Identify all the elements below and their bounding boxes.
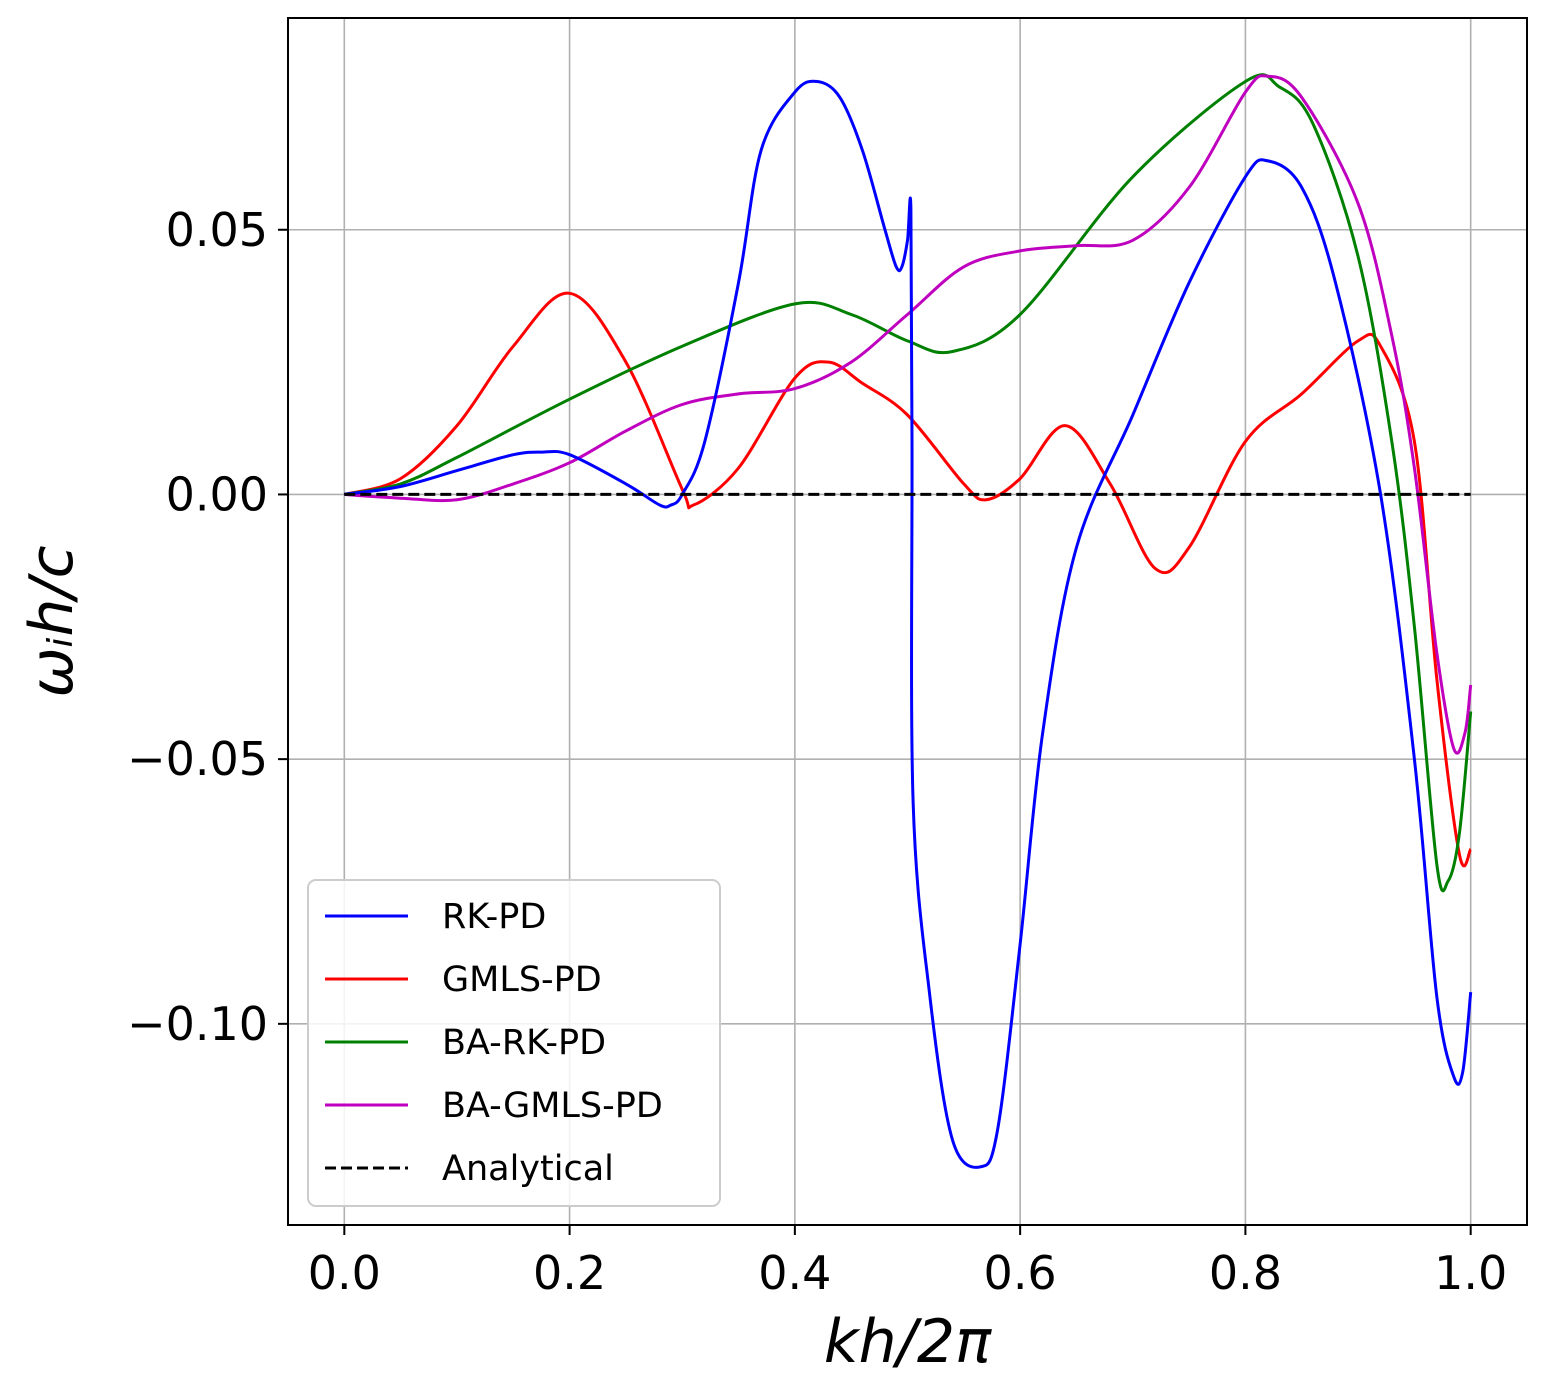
y-tick-label-0: 0.05 [166,203,268,257]
series-line-ba-rk-pd [344,73,1473,893]
x-tick-label-5: 1.0 [1434,1246,1507,1300]
legend-label-2: BA-RK-PD [442,1023,606,1063]
y-axis-label: ωᵢh/c [17,545,87,697]
y-tick-label-2: −0.05 [127,732,268,786]
legend-label-4: Analytical [442,1149,614,1189]
plot-frame [287,17,1528,1226]
legend: RK-PD GMLS-PD BA-RK-PD BA-GMLS-PD Analytical [307,879,721,1207]
legend-box [307,879,721,1207]
x-tick-label-1: 0.2 [533,1246,606,1300]
series-line-ba-gmls-pd [344,74,1473,755]
x-tick-label-0: 0.0 [308,1246,381,1300]
y-tick-label-3: −0.10 [127,997,268,1051]
legend-label-0: RK-PD [442,897,546,937]
x-axis-label: kh/2π [824,1307,992,1377]
series-line-rk-pd [344,79,1473,1169]
series-line-gmls-pd [343,291,1473,868]
x-tick-label-3: 0.6 [984,1246,1057,1300]
x-axis-ticks: 0.0 0.2 0.4 0.6 0.8 1.0 [308,1225,1507,1300]
series-group [343,73,1473,1169]
legend-label-1: GMLS-PD [442,960,602,1000]
y-tick-label-1: 0.00 [166,467,268,521]
x-tick-label-4: 0.8 [1209,1246,1282,1300]
x-tick-label-2: 0.4 [758,1246,831,1300]
legend-label-3: BA-GMLS-PD [442,1086,663,1126]
y-axis-ticks: 0.05 0.00 −0.05 −0.10 [127,203,288,1051]
